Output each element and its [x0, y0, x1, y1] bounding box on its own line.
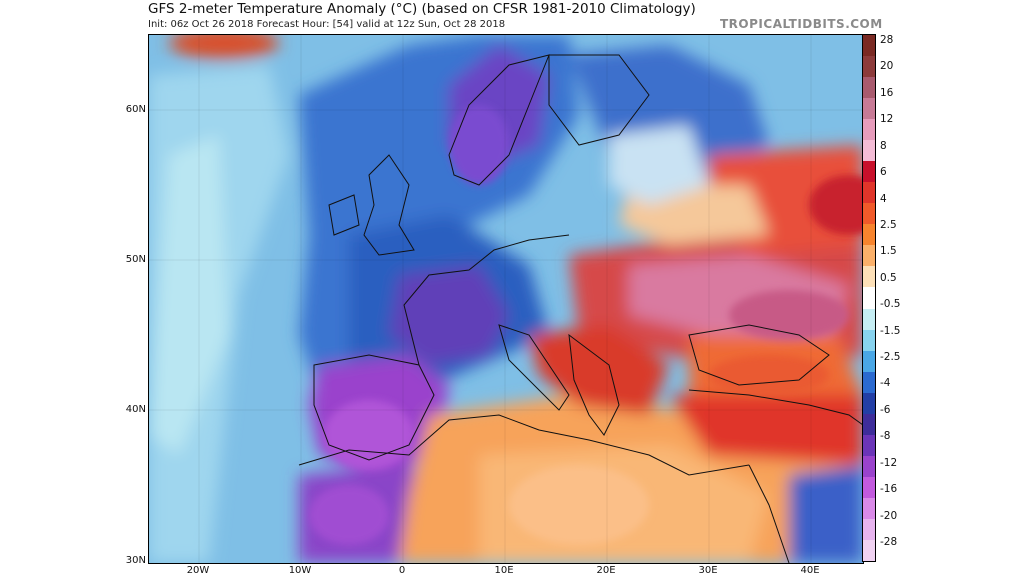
colorbar-label: -16	[880, 483, 898, 496]
colorbar-segment	[863, 308, 875, 331]
chart-subtitle: Init: 06z Oct 26 2018 Forecast Hour: [54…	[148, 19, 506, 30]
colorbar-segment	[863, 539, 875, 562]
colorbar-label: -6	[880, 403, 891, 416]
lat-label-60n: 60N	[125, 104, 146, 115]
colorbar-segment	[863, 266, 875, 288]
colorbar-segment	[863, 56, 875, 78]
colorbar-label: 16	[880, 86, 894, 99]
colorbar-label: -20	[880, 509, 898, 522]
lat-label-30n: 30N	[125, 555, 146, 566]
colorbar-label: 12	[880, 113, 894, 126]
colorbar-label: -1.5	[880, 324, 901, 337]
colorbar-segment	[863, 434, 875, 457]
colorbar-segment	[863, 329, 875, 352]
colorbar-label: 8	[880, 139, 887, 152]
coastlines	[298, 54, 863, 563]
colorbar-segment	[863, 203, 875, 225]
colorbar-label: 2.5	[880, 218, 897, 231]
anomaly-map	[148, 34, 864, 564]
lon-label-30e: 30E	[698, 565, 718, 576]
lon-label-10w: 10W	[288, 565, 312, 576]
colorbar-label: 28	[880, 34, 894, 46]
colorbar-segment	[863, 161, 875, 183]
colorbar-segment	[863, 182, 875, 204]
brand-watermark: TROPICALTIDBITS.COM	[720, 17, 883, 31]
lat-label-40n: 40N	[125, 404, 146, 415]
colorbar	[862, 34, 876, 562]
colorbar-segment	[863, 371, 875, 394]
chart-title: GFS 2-meter Temperature Anomaly (°C) (ba…	[148, 1, 696, 17]
colorbar-segment	[863, 476, 875, 499]
colorbar-label: -0.5	[880, 298, 901, 311]
colorbar-segment	[863, 245, 875, 267]
lon-label-20w: 20W	[186, 565, 210, 576]
header: GFS 2-meter Temperature Anomaly (°C) (ba…	[0, 0, 1024, 34]
colorbar-label: 4	[880, 192, 887, 205]
colorbar-label: 1.5	[880, 245, 897, 258]
colorbar-segment	[863, 518, 875, 541]
colorbar-segment	[863, 98, 875, 120]
colorbar-label: 0.5	[880, 271, 897, 284]
colorbar-label: -12	[880, 456, 898, 469]
colorbar-segment	[863, 392, 875, 415]
colorbar-segment	[863, 287, 875, 309]
colorbar-label: 6	[880, 166, 887, 179]
colorbar-segment	[863, 413, 875, 436]
graticule	[149, 35, 863, 563]
lon-label-0: 0	[398, 565, 406, 576]
map-canvas	[149, 35, 863, 563]
colorbar-segment	[863, 140, 875, 162]
colorbar-segment	[863, 350, 875, 373]
colorbar-segment	[863, 455, 875, 478]
colorbar-label: -4	[880, 377, 891, 390]
colorbar-label: 20	[880, 60, 894, 73]
colorbar-label: -2.5	[880, 351, 901, 364]
lon-label-10e: 10E	[494, 565, 514, 576]
colorbar-segment	[863, 224, 875, 246]
colorbar-segment	[863, 497, 875, 520]
colorbar-label: -8	[880, 430, 891, 443]
colorbar-segment	[863, 77, 875, 99]
lat-label-50n: 50N	[125, 254, 146, 265]
colorbar-label: -28	[880, 536, 898, 548]
colorbar-segment	[863, 35, 875, 57]
lon-label-40e: 40E	[800, 565, 820, 576]
lon-label-20e: 20E	[596, 565, 616, 576]
colorbar-segment	[863, 119, 875, 141]
